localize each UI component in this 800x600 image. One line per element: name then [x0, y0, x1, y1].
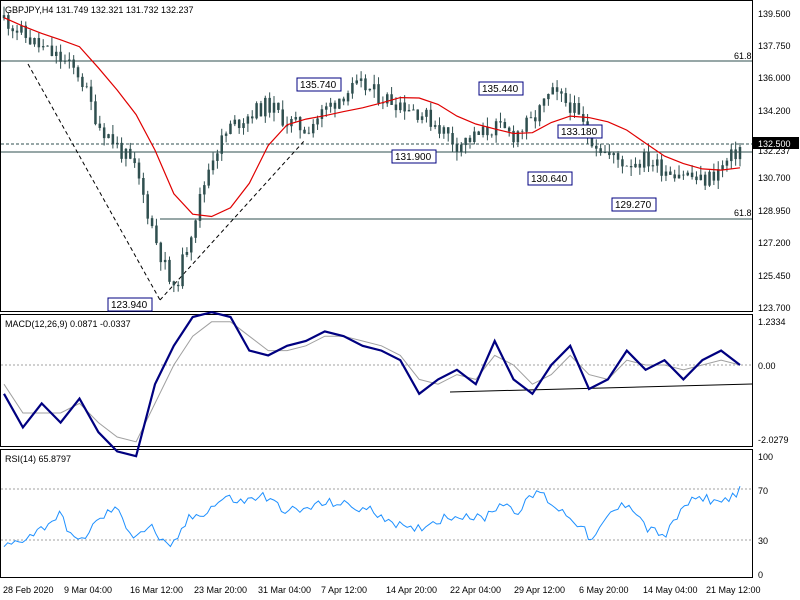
- price-annotation-label: 129.270: [615, 200, 652, 211]
- current-price-box: [753, 137, 799, 149]
- price-annotation-label: 133.180: [561, 127, 598, 138]
- date-tick: 14 Apr 20:00: [386, 585, 437, 595]
- price-annotation-box: [478, 81, 524, 96]
- moving-average-line: [3, 17, 741, 218]
- rsi-line: [3, 486, 741, 548]
- macd-signal-line: [3, 321, 741, 443]
- price-annotation-label: 123.940: [111, 300, 148, 311]
- macd-tick: -2.0279: [758, 435, 789, 445]
- fib-trend-line-up: [159, 139, 306, 301]
- date-tick: 6 May 20:00: [579, 585, 629, 595]
- price-tick: 134.200: [758, 106, 791, 116]
- rsi-tick: 100: [758, 452, 773, 462]
- price-annotation-label: 131.900: [395, 152, 432, 163]
- fib-trend-line-down: [27, 63, 161, 301]
- macd-tick: 0.00: [758, 361, 776, 371]
- price-tick: 130.700: [758, 173, 791, 183]
- date-axis: 28 Feb 2020 9 Mar 04:00 16 Mar 12:00 23 …: [3, 585, 761, 595]
- rsi-tick: 70: [758, 486, 768, 496]
- price-annotation-box: [611, 197, 657, 212]
- macd-panel-frame: [0, 314, 753, 447]
- date-tick: 9 Mar 04:00: [64, 585, 112, 595]
- price-annotation-box: [391, 149, 437, 164]
- macd-tick: 1.2334: [758, 317, 786, 327]
- candles: [2, 6, 742, 293]
- fib-level-label: 61.8: [734, 208, 752, 218]
- price-axis: 139.500 137.750 136.000 134.200 130.700 …: [758, 9, 791, 313]
- price-tick: 128.950: [758, 206, 791, 216]
- price-tick: 125.450: [758, 271, 791, 281]
- price-tick: 127.200: [758, 238, 791, 248]
- date-tick: 16 Mar 12:00: [130, 585, 183, 595]
- main-panel-frame: [0, 0, 753, 312]
- date-tick: 31 Mar 04:00: [258, 585, 311, 595]
- rsi-tick: 30: [758, 536, 768, 546]
- date-tick: 29 Apr 12:00: [514, 585, 565, 595]
- price-annotation-box: [527, 171, 573, 186]
- price-annotation-label: 130.640: [531, 174, 568, 185]
- macd-main-line: [3, 311, 741, 458]
- rsi-tick: 0: [758, 570, 763, 580]
- current-price-sub: 132.237: [758, 146, 791, 156]
- date-tick: 21 May 12:00: [706, 585, 761, 595]
- date-tick: 23 Mar 20:00: [194, 585, 247, 595]
- price-annotation-box: [557, 124, 603, 139]
- date-tick: 14 May 04:00: [643, 585, 698, 595]
- rsi-panel-frame: [0, 449, 753, 578]
- date-tick: 22 Apr 04:00: [450, 585, 501, 595]
- rsi-header: RSI(14) 65.8797: [5, 454, 71, 464]
- macd-header: MACD(12,26,9) 0.0871 -0.0337: [5, 319, 131, 329]
- price-tick: 136.000: [758, 73, 791, 83]
- price-annotation-label: 135.740: [300, 80, 337, 91]
- price-tick: 123.700: [758, 303, 791, 313]
- current-price-label: 132.500: [758, 139, 791, 149]
- price-annotations: 135.740 135.440 133.180 131.900 130.640 129.2…: [107, 77, 657, 312]
- price-tick: 139.500: [758, 9, 791, 19]
- price-annotation-box: [296, 77, 342, 92]
- date-tick: 7 Apr 12:00: [321, 585, 367, 595]
- macd-zero-box: [753, 359, 799, 371]
- main-header: GBPJPY,H4 131.749 132.321 131.732 132.23…: [5, 5, 194, 15]
- price-tick: 137.750: [758, 41, 791, 51]
- price-annotation-label: 135.440: [482, 84, 519, 95]
- date-tick: 28 Feb 2020: [3, 585, 54, 595]
- price-annotation-box: [107, 297, 153, 312]
- fib-level-label: 61.8: [734, 51, 752, 61]
- macd-trend-line: [449, 383, 753, 393]
